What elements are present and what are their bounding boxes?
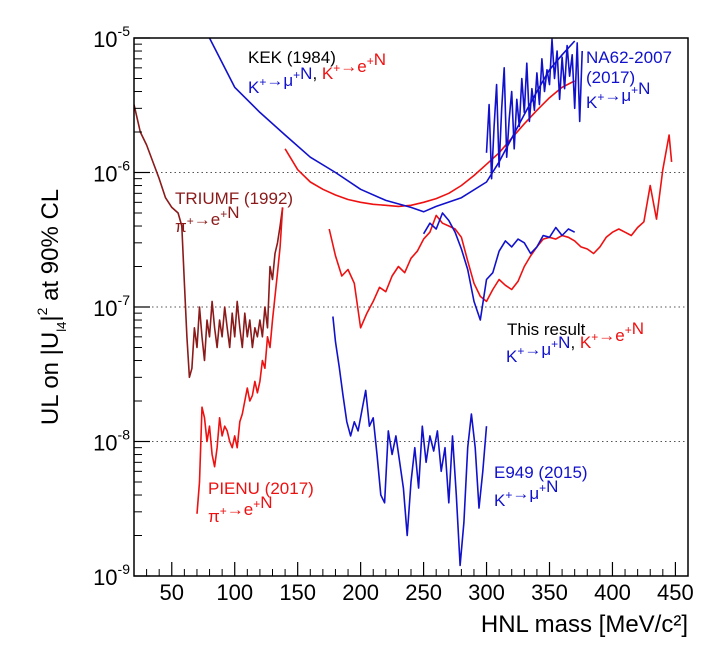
annotations: KEK (1984)K+→μ+N, K+→e+N NA62-2007(2017)K… (175, 48, 672, 526)
y-tick-label-2: 10-7 (93, 292, 130, 321)
y-tick-label-4: 10-5 (93, 23, 130, 52)
y-axis-title: UL on |Ul4|2 at 90% CL (34, 189, 69, 425)
series-line-3 (328, 134, 673, 329)
x-tick-label-3: 200 (342, 580, 379, 605)
x-tick-label-5: 300 (468, 580, 505, 605)
x-tick-label-1: 100 (216, 580, 253, 605)
axes: 50 100 150 200 250 300 350 400 450 10-9 10-8 10-7 10… (93, 23, 694, 605)
e949-process: K+→μ+N (494, 477, 558, 510)
x-tick-label-6: 350 (531, 580, 568, 605)
na62-process: K+→μ+N (586, 79, 650, 112)
series-line-2 (284, 80, 576, 208)
series-line-0 (134, 104, 284, 379)
na62-label: NA62-2007 (586, 48, 672, 67)
x-tick-label-7: 400 (594, 580, 631, 605)
pienu-process: π+→e+N (208, 493, 273, 526)
x-tick-label-0: 50 (160, 580, 184, 605)
this-result-label: This result (507, 320, 586, 339)
y-tick-label-3: 10-6 (93, 158, 130, 187)
series-line-5 (485, 38, 583, 180)
series-line-7 (332, 316, 488, 567)
y-axis-title-text: UL on |Ul4|2 at 90% CL (34, 189, 69, 425)
series-line-1 (196, 207, 284, 514)
x-tick-label-4: 250 (405, 580, 442, 605)
kek-processes: K+→μ+N, K+→e+N (248, 50, 386, 97)
na62-year: (2017) (586, 68, 635, 87)
pienu-label: PIENU (2017) (208, 479, 314, 498)
x-tick-label-2: 150 (279, 580, 316, 605)
y-tick-label-0: 10-9 (93, 561, 130, 590)
x-axis-title: HNL mass [MeV/c²] (481, 611, 688, 638)
kek-label: KEK (1984) (248, 48, 336, 67)
this-result-processes: K+→μ+N, K+→e+N (506, 319, 644, 366)
triumf-process: π+→e+N (175, 203, 240, 236)
series-line-6 (422, 212, 576, 321)
series-layer (134, 38, 673, 567)
triumf-label: TRIUMF (1992) (175, 189, 293, 208)
e949-label: E949 (2015) (494, 463, 588, 482)
y-tick-label-1: 10-8 (93, 427, 130, 456)
x-tick-label-8: 450 (657, 580, 694, 605)
